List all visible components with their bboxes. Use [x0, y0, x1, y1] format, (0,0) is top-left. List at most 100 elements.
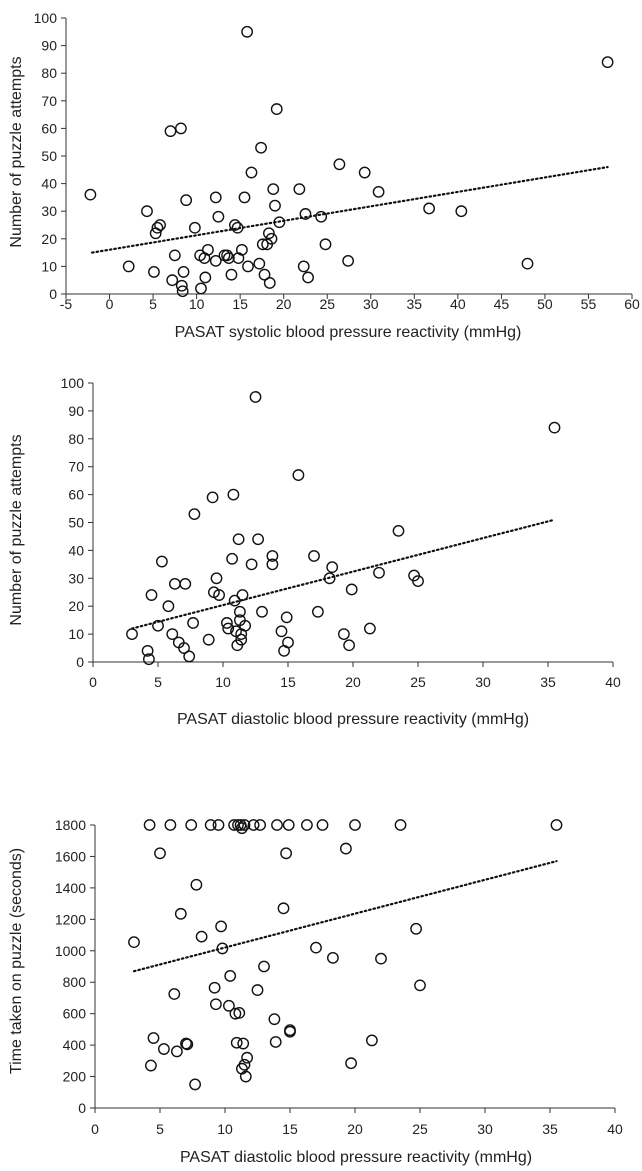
- data-point: [225, 268, 238, 281]
- data-point: [255, 141, 267, 154]
- data-point: [521, 257, 534, 270]
- data-point: [263, 277, 276, 289]
- data-point: [365, 1034, 378, 1047]
- y-tick-label: 20: [41, 231, 57, 247]
- data-point: [144, 1059, 157, 1072]
- data-point: [222, 999, 235, 1012]
- data-point: [349, 819, 361, 831]
- data-point: [168, 577, 181, 590]
- y-tick-label: 50: [68, 515, 84, 531]
- data-point: [164, 125, 177, 138]
- y-tick-label: 400: [63, 1037, 87, 1053]
- y-tick-label: 1200: [55, 911, 86, 927]
- data-point: [84, 188, 97, 201]
- data-point: [256, 238, 269, 251]
- x-tick-label: 35: [540, 674, 556, 690]
- y-axis-title-group: Time taken on puzzle (seconds): [8, 848, 25, 1074]
- data-point: [164, 819, 177, 831]
- data-point: [423, 202, 436, 215]
- y-tick-label: 600: [63, 1006, 87, 1022]
- y-tick-label: 100: [61, 375, 85, 391]
- data-point: [258, 960, 270, 973]
- y-axis-title: Number of puzzle attempts: [8, 434, 25, 625]
- data-point: [241, 1051, 254, 1064]
- y-axis-title: Number of puzzle attempts: [8, 56, 25, 247]
- data-point: [175, 279, 188, 292]
- data-point: [233, 1006, 246, 1019]
- data-point: [174, 907, 187, 920]
- data-point: [168, 988, 181, 1000]
- data-point: [373, 566, 385, 579]
- data-point: [242, 260, 254, 273]
- data-point: [267, 183, 280, 196]
- data-point: [455, 205, 468, 218]
- x-tick-label: 55: [581, 296, 597, 312]
- data-point: [548, 421, 561, 434]
- data-point: [221, 249, 233, 262]
- data-point: [166, 628, 179, 640]
- data-point: [181, 1038, 194, 1051]
- data-point: [195, 930, 208, 943]
- data-point: [122, 260, 135, 273]
- data-point: [316, 819, 329, 831]
- x-tick-label: 0: [89, 674, 97, 690]
- x-tick-label: 5: [156, 1121, 164, 1137]
- data-point: [394, 819, 407, 831]
- x-tick-label: 5: [149, 296, 157, 312]
- y-tick-label: 30: [41, 203, 57, 219]
- data-point: [280, 611, 293, 624]
- y-axis-title: Time taken on puzzle (seconds): [8, 848, 25, 1074]
- data-point: [269, 199, 281, 212]
- data-point: [235, 633, 248, 646]
- data-point: [310, 941, 322, 954]
- x-axis-title: PASAT diastolic blood pressure reactivit…: [180, 1149, 532, 1166]
- data-point: [222, 252, 235, 265]
- data-point: [275, 625, 288, 638]
- data-point: [302, 271, 314, 284]
- data-point: [239, 1070, 252, 1083]
- data-point: [212, 210, 225, 223]
- chart-diastolic-time: Time taken on puzzle (seconds) PASAT dia…: [8, 817, 623, 1166]
- data-point: [601, 56, 614, 69]
- data-point: [227, 488, 240, 501]
- y-tick-label: 0: [49, 286, 57, 302]
- data-point: [345, 583, 358, 596]
- data-point: [258, 268, 271, 281]
- data-point: [315, 210, 328, 223]
- data-point: [231, 221, 244, 234]
- y-tick-label: 60: [68, 487, 84, 503]
- data-point: [179, 577, 192, 590]
- data-point: [236, 589, 249, 601]
- y-tick-label: 80: [41, 65, 57, 81]
- y-tick-label: 0: [76, 654, 84, 670]
- data-point: [226, 552, 239, 565]
- y-tick-label: 1600: [55, 848, 86, 864]
- x-tick-label: 50: [537, 296, 553, 312]
- x-tick-label: 45: [494, 296, 510, 312]
- data-point: [280, 847, 292, 860]
- data-point: [270, 103, 283, 115]
- x-tick-label: 20: [345, 674, 361, 690]
- data-point: [206, 491, 219, 504]
- data-point: [178, 642, 190, 654]
- x-tick-label: 10: [189, 296, 205, 312]
- data-point: [256, 605, 268, 618]
- data-point: [230, 1036, 243, 1049]
- x-tick-label: 40: [605, 674, 621, 690]
- y-tick-label: 0: [78, 1100, 86, 1116]
- data-point: [188, 508, 201, 521]
- data-point: [202, 633, 215, 646]
- data-point: [254, 819, 267, 831]
- data-point: [199, 271, 212, 284]
- x-tick-label: 30: [477, 1121, 493, 1137]
- data-point: [238, 191, 251, 204]
- data-point: [141, 644, 154, 657]
- data-point: [216, 942, 229, 955]
- data-point: [229, 219, 241, 231]
- data-point: [414, 979, 426, 992]
- x-tick-label: 5: [154, 674, 162, 690]
- data-point: [251, 984, 264, 996]
- x-tick-label: 25: [412, 1121, 428, 1137]
- data-point: [277, 902, 290, 915]
- data-point: [162, 600, 175, 613]
